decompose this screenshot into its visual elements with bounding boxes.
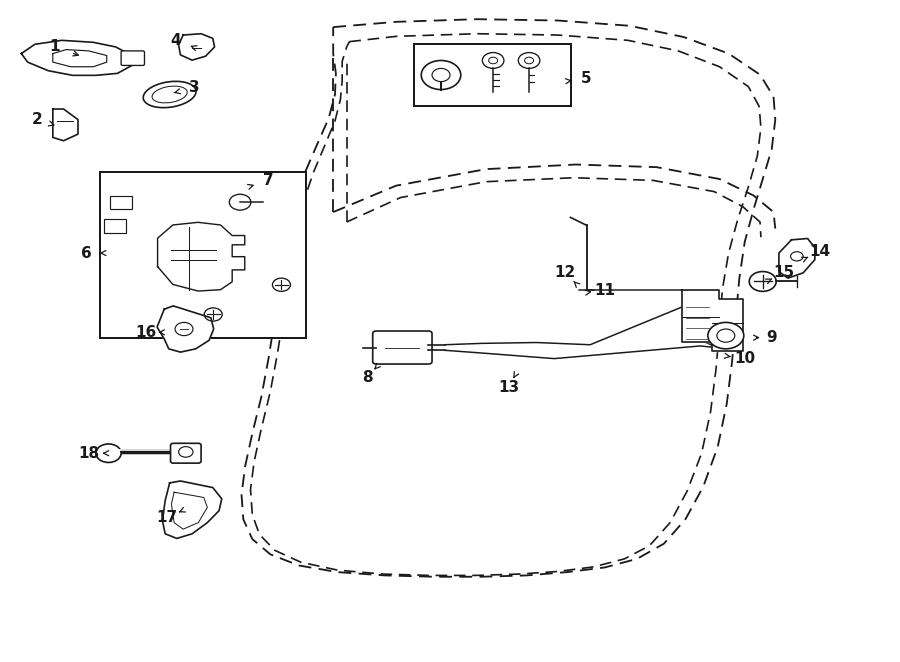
Ellipse shape	[143, 81, 196, 108]
Circle shape	[790, 252, 803, 261]
Polygon shape	[162, 481, 221, 538]
Circle shape	[749, 271, 776, 291]
Text: 5: 5	[581, 71, 592, 86]
Circle shape	[273, 278, 291, 291]
Circle shape	[708, 322, 743, 349]
Circle shape	[717, 329, 734, 342]
FancyBboxPatch shape	[111, 195, 132, 209]
Circle shape	[230, 194, 251, 210]
Circle shape	[432, 68, 450, 81]
Text: 10: 10	[734, 352, 755, 366]
FancyBboxPatch shape	[104, 218, 126, 232]
Text: 2: 2	[32, 112, 42, 127]
Bar	[100, 173, 306, 338]
FancyBboxPatch shape	[373, 331, 432, 364]
Text: 17: 17	[157, 510, 177, 525]
Text: 11: 11	[594, 283, 615, 297]
Polygon shape	[778, 238, 814, 278]
Circle shape	[489, 57, 498, 64]
Text: 13: 13	[498, 379, 519, 395]
Polygon shape	[682, 290, 742, 351]
Text: 7: 7	[263, 173, 274, 188]
Text: 18: 18	[78, 446, 99, 461]
FancyBboxPatch shape	[170, 444, 201, 463]
Circle shape	[482, 52, 504, 68]
Text: 15: 15	[774, 265, 795, 281]
Bar	[414, 44, 572, 107]
Polygon shape	[53, 109, 78, 141]
Circle shape	[96, 444, 122, 463]
Ellipse shape	[152, 86, 187, 103]
Circle shape	[175, 322, 193, 336]
Circle shape	[204, 308, 222, 321]
FancyBboxPatch shape	[122, 51, 145, 66]
Text: 9: 9	[767, 330, 777, 345]
Text: 3: 3	[189, 80, 199, 95]
Text: 8: 8	[362, 370, 373, 385]
Circle shape	[525, 57, 534, 64]
Polygon shape	[158, 306, 213, 352]
Circle shape	[518, 52, 540, 68]
Text: 6: 6	[81, 246, 92, 261]
Circle shape	[421, 60, 461, 89]
Text: 14: 14	[810, 244, 831, 260]
Circle shape	[178, 447, 193, 457]
Polygon shape	[22, 40, 132, 75]
Text: 12: 12	[554, 265, 576, 281]
Text: 1: 1	[50, 40, 60, 54]
Text: 16: 16	[136, 325, 157, 340]
Text: 4: 4	[171, 33, 181, 48]
Polygon shape	[158, 222, 245, 291]
Polygon shape	[178, 34, 214, 60]
